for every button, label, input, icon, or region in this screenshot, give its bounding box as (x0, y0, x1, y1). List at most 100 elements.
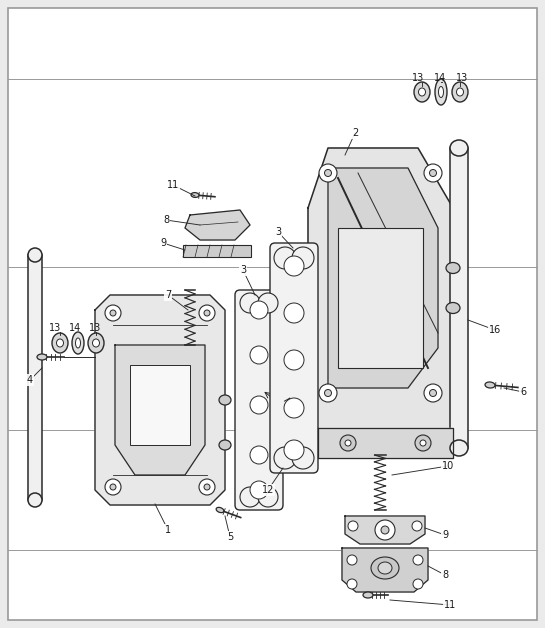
Polygon shape (115, 345, 205, 475)
FancyBboxPatch shape (270, 243, 318, 473)
Text: 11: 11 (167, 180, 179, 190)
Polygon shape (328, 168, 438, 388)
Circle shape (240, 293, 260, 313)
Text: 13: 13 (89, 323, 101, 333)
Ellipse shape (439, 87, 444, 97)
Circle shape (292, 247, 314, 269)
Text: 11: 11 (444, 600, 456, 610)
Text: 1: 1 (165, 525, 171, 535)
Circle shape (274, 447, 296, 469)
Circle shape (429, 170, 437, 176)
Circle shape (324, 170, 331, 176)
Circle shape (110, 484, 116, 490)
Circle shape (258, 293, 278, 313)
Ellipse shape (378, 562, 392, 574)
Polygon shape (318, 428, 453, 458)
FancyBboxPatch shape (235, 290, 283, 510)
Text: 13: 13 (49, 323, 61, 333)
Circle shape (319, 164, 337, 182)
Text: 2: 2 (352, 128, 358, 138)
Bar (28, 255, 42, 500)
Text: 10: 10 (442, 461, 454, 471)
Ellipse shape (363, 592, 373, 598)
Ellipse shape (452, 82, 468, 102)
Ellipse shape (485, 382, 495, 388)
Circle shape (199, 305, 215, 321)
Ellipse shape (419, 88, 426, 96)
Ellipse shape (457, 88, 463, 96)
Ellipse shape (216, 507, 224, 512)
Circle shape (347, 555, 357, 565)
Circle shape (284, 256, 304, 276)
Text: 13: 13 (412, 73, 424, 83)
Ellipse shape (446, 263, 460, 274)
Circle shape (347, 579, 357, 589)
Ellipse shape (93, 339, 100, 347)
Bar (338, 228, 423, 368)
Circle shape (284, 440, 304, 460)
Text: 5: 5 (227, 532, 233, 542)
Ellipse shape (371, 557, 399, 579)
Circle shape (429, 389, 437, 396)
Polygon shape (185, 210, 250, 240)
Circle shape (250, 446, 268, 464)
Circle shape (415, 435, 431, 451)
Circle shape (274, 247, 296, 269)
Circle shape (345, 440, 351, 446)
Bar (450, 148, 468, 448)
Text: 14: 14 (69, 323, 81, 333)
Ellipse shape (37, 354, 47, 360)
Text: 3: 3 (275, 227, 281, 237)
Ellipse shape (28, 493, 42, 507)
Circle shape (105, 479, 121, 495)
Circle shape (412, 521, 422, 531)
Polygon shape (342, 548, 428, 592)
Bar (183, 245, 251, 257)
Ellipse shape (52, 333, 68, 353)
Ellipse shape (435, 79, 447, 105)
Ellipse shape (446, 303, 460, 313)
Circle shape (250, 481, 268, 499)
Text: 16: 16 (489, 325, 501, 335)
Circle shape (420, 440, 426, 446)
Circle shape (105, 305, 121, 321)
Ellipse shape (219, 395, 231, 405)
Ellipse shape (414, 82, 430, 102)
Text: 7: 7 (165, 290, 171, 300)
Text: 12: 12 (262, 485, 274, 495)
Circle shape (284, 303, 304, 323)
Text: 8: 8 (442, 570, 448, 580)
Polygon shape (345, 516, 425, 544)
Ellipse shape (57, 339, 64, 347)
Ellipse shape (450, 140, 468, 156)
Circle shape (258, 487, 278, 507)
Circle shape (375, 520, 395, 540)
Text: 14: 14 (434, 73, 446, 83)
Circle shape (413, 579, 423, 589)
Circle shape (348, 521, 358, 531)
Circle shape (324, 389, 331, 396)
Circle shape (340, 435, 356, 451)
Ellipse shape (72, 332, 84, 354)
Ellipse shape (88, 333, 104, 353)
Ellipse shape (191, 193, 199, 197)
Text: 4: 4 (27, 375, 33, 385)
Circle shape (292, 447, 314, 469)
Ellipse shape (219, 440, 231, 450)
Text: 6: 6 (520, 387, 526, 397)
Circle shape (319, 384, 337, 402)
Circle shape (204, 310, 210, 316)
Text: 8: 8 (163, 215, 169, 225)
Text: 9: 9 (442, 530, 448, 540)
Circle shape (199, 479, 215, 495)
Ellipse shape (76, 338, 81, 348)
Circle shape (424, 164, 442, 182)
Circle shape (284, 398, 304, 418)
Circle shape (284, 350, 304, 370)
Circle shape (381, 526, 389, 534)
Text: 3: 3 (240, 265, 246, 275)
Circle shape (413, 555, 423, 565)
Ellipse shape (28, 248, 42, 262)
Polygon shape (95, 295, 225, 505)
Circle shape (240, 487, 260, 507)
